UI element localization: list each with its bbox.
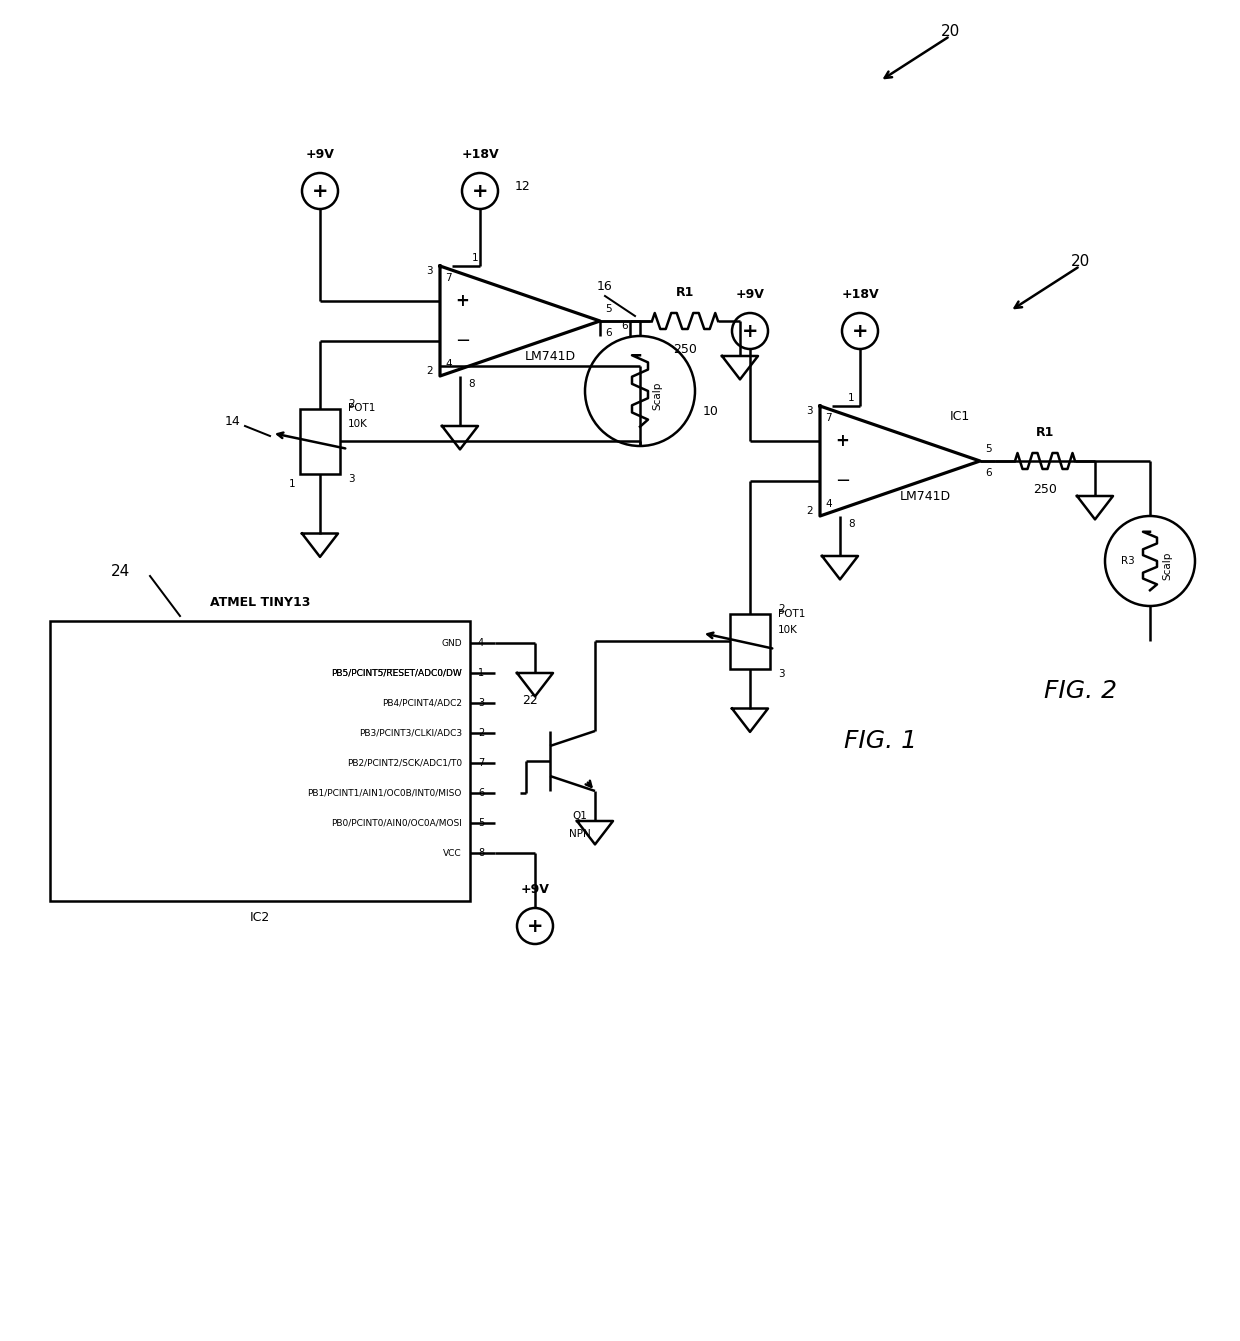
Text: IC1: IC1 — [950, 409, 970, 422]
Text: +18V: +18V — [461, 148, 498, 161]
Text: PB5/PCINT5/̅R̅E̅S̅E̅T̅/ADC0/DW: PB5/PCINT5/̅R̅E̅S̅E̅T̅/ADC0/DW — [331, 669, 463, 677]
Text: FIG. 1: FIG. 1 — [843, 730, 916, 754]
Text: 2: 2 — [427, 366, 433, 375]
Text: 20: 20 — [1070, 253, 1090, 268]
Text: 3: 3 — [427, 266, 433, 276]
Text: PB5/PCINT5/RESET/ADC0/DW: PB5/PCINT5/RESET/ADC0/DW — [331, 669, 463, 677]
Text: +18V: +18V — [841, 288, 879, 300]
Text: 24: 24 — [110, 563, 130, 578]
Text: IC2: IC2 — [250, 911, 270, 924]
Text: GND: GND — [441, 638, 463, 648]
Text: R1: R1 — [1035, 426, 1054, 439]
Bar — [730, 613, 770, 669]
Text: VCC: VCC — [444, 849, 463, 857]
Text: 2: 2 — [477, 728, 485, 738]
Text: 7: 7 — [477, 758, 485, 768]
Text: 7: 7 — [825, 413, 832, 422]
Text: POT1: POT1 — [348, 404, 376, 413]
Text: 250: 250 — [1033, 483, 1056, 496]
Text: 10K: 10K — [348, 418, 368, 429]
Text: R1: R1 — [676, 286, 694, 299]
Text: POT1: POT1 — [777, 609, 805, 620]
Text: +9V: +9V — [521, 882, 549, 896]
Text: 6: 6 — [621, 320, 627, 331]
Text: 12: 12 — [515, 180, 531, 193]
Text: 2: 2 — [777, 603, 785, 613]
Text: +: + — [852, 322, 868, 341]
Text: +: + — [455, 292, 469, 310]
Text: 2: 2 — [348, 398, 355, 409]
Text: 6: 6 — [605, 329, 611, 338]
Text: 5: 5 — [605, 304, 611, 314]
Text: 5: 5 — [477, 818, 485, 827]
Text: +: + — [311, 181, 329, 201]
Text: 1: 1 — [472, 253, 479, 263]
Text: 22: 22 — [522, 695, 538, 708]
Text: 10: 10 — [703, 405, 719, 417]
Text: LM741D: LM741D — [525, 350, 575, 362]
Text: PB0/PCINT0/AIN0/OC0A/MOSI: PB0/PCINT0/AIN0/OC0A/MOSI — [331, 818, 463, 827]
Text: 6: 6 — [985, 468, 992, 477]
Text: ATMEL TINY13: ATMEL TINY13 — [210, 595, 310, 609]
Text: 20: 20 — [940, 24, 960, 39]
Text: 16: 16 — [598, 280, 613, 292]
Text: 8: 8 — [477, 848, 484, 858]
Text: 3: 3 — [806, 406, 813, 416]
Text: Scalp: Scalp — [1162, 551, 1172, 581]
Text: 1: 1 — [289, 479, 295, 488]
Bar — [50, 621, 470, 901]
Text: PB3/PCINT3/CLKI/ADC3: PB3/PCINT3/CLKI/ADC3 — [358, 728, 463, 738]
Text: 2: 2 — [806, 506, 813, 516]
Text: 1: 1 — [848, 393, 854, 404]
Text: NPN: NPN — [569, 829, 591, 839]
Text: 8: 8 — [467, 380, 475, 389]
Text: 3: 3 — [348, 473, 355, 484]
Text: Scalp: Scalp — [652, 382, 662, 410]
Text: +9V: +9V — [305, 148, 335, 161]
Text: −: − — [835, 472, 851, 489]
Text: 3: 3 — [477, 699, 484, 708]
Text: Q1: Q1 — [573, 811, 588, 821]
Text: 3: 3 — [777, 669, 785, 679]
Text: +: + — [527, 916, 543, 936]
Text: +: + — [742, 322, 758, 341]
Text: PB2/PCINT2/SCK/ADC1/T0: PB2/PCINT2/SCK/ADC1/T0 — [347, 759, 463, 767]
Text: R3: R3 — [1121, 557, 1135, 566]
Text: 4: 4 — [477, 638, 484, 648]
Text: +9V: +9V — [735, 288, 764, 300]
Text: 8: 8 — [848, 519, 854, 528]
Text: −: − — [455, 331, 470, 350]
Text: PB1/PCINT1/AIN1/OC0B/INT0/MISO: PB1/PCINT1/AIN1/OC0B/INT0/MISO — [308, 789, 463, 798]
Text: 4: 4 — [445, 359, 451, 369]
Text: PB4/PCINT4/ADC2: PB4/PCINT4/ADC2 — [382, 699, 463, 708]
Text: +: + — [471, 181, 489, 201]
Text: FIG. 2: FIG. 2 — [1044, 679, 1116, 703]
Text: 1: 1 — [477, 668, 484, 679]
Text: 10K: 10K — [777, 625, 797, 636]
Bar — [300, 409, 340, 473]
Text: 6: 6 — [477, 789, 484, 798]
Text: 7: 7 — [445, 274, 451, 283]
Text: 14: 14 — [224, 414, 241, 428]
Text: 4: 4 — [825, 499, 832, 510]
Text: 5: 5 — [985, 444, 992, 455]
Text: +: + — [835, 432, 849, 451]
Text: LM741D: LM741D — [899, 489, 951, 503]
Text: 250: 250 — [673, 343, 697, 355]
